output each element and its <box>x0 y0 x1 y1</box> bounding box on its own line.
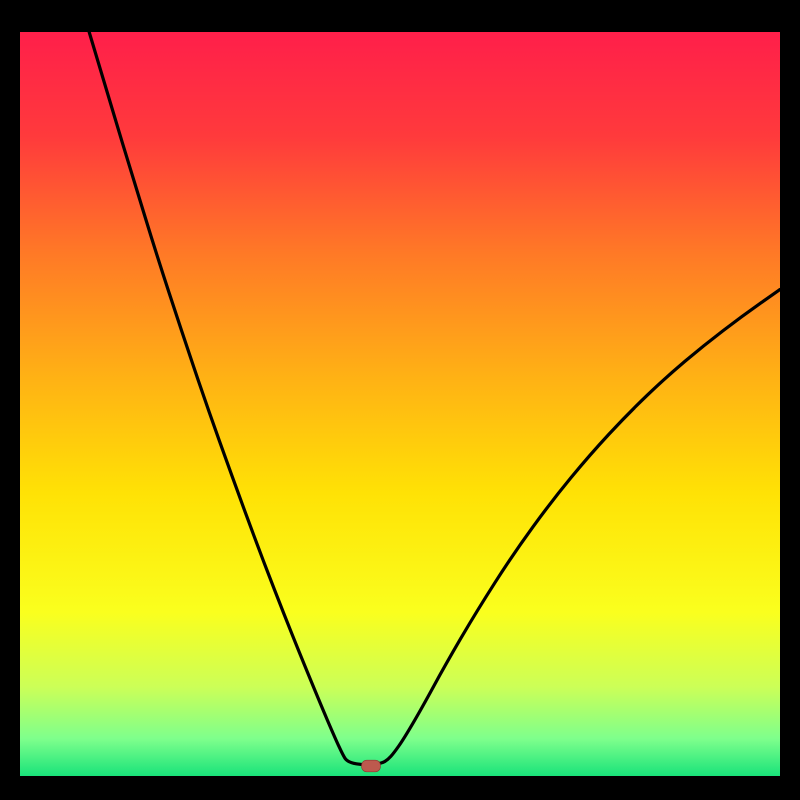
bottleneck-curve-svg <box>20 32 780 776</box>
bottleneck-chart <box>20 32 780 776</box>
frame-border-right <box>780 32 800 776</box>
frame-border-left <box>0 32 20 776</box>
canvas: TheBottleneck.com <box>0 0 800 800</box>
bottleneck-curve-path <box>89 32 780 765</box>
optimal-point-marker <box>361 759 382 773</box>
frame-border-top <box>0 0 800 32</box>
optimal-point-marker-rect <box>362 761 381 773</box>
frame-border-bottom <box>0 776 800 800</box>
